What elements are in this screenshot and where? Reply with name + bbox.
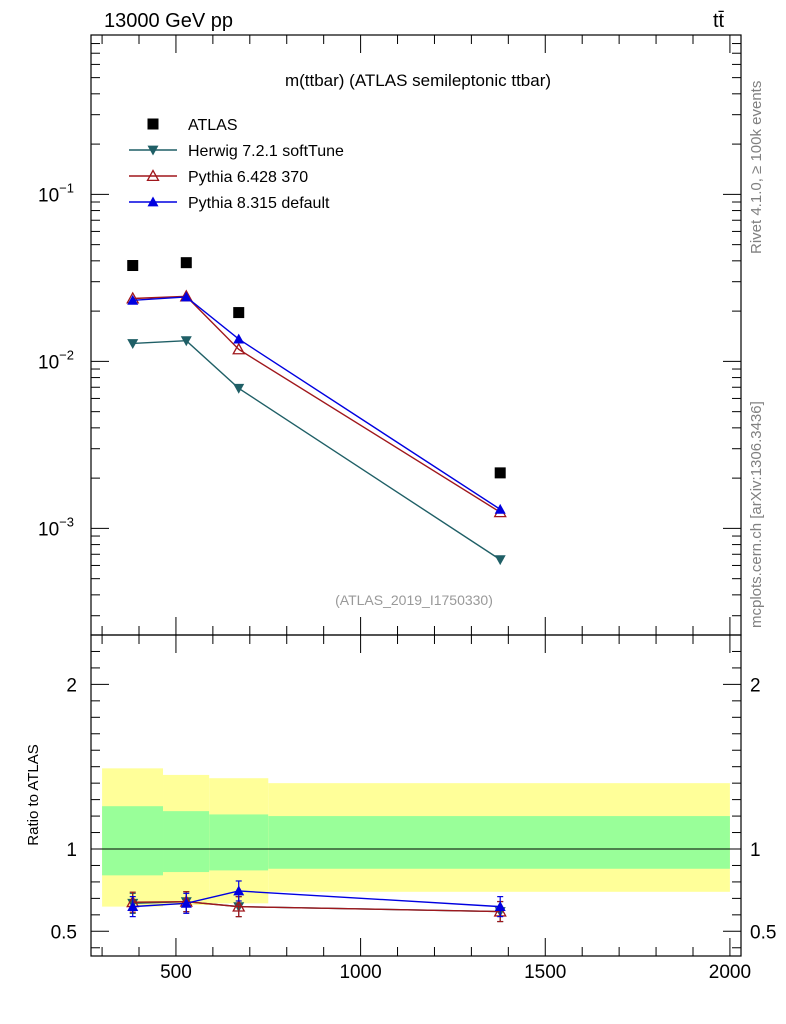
point-pythia8 [180, 291, 192, 302]
ratio-y-axis-label: Ratio to ATLAS [25, 744, 42, 845]
legend-marker-pythia6 [146, 169, 160, 182]
legend-label-atlas: ATLAS [188, 117, 238, 134]
legend-label-herwig: Herwig 7.2.1 softTune [188, 143, 344, 160]
legend-marker-pythia8 [147, 196, 159, 207]
point-atlas [494, 467, 506, 479]
ratio-panel: 0.5 0.5 1 1 2 2 500 1000 1500 2000 Ratio to ATLAS [25, 634, 776, 983]
point-herwig [127, 339, 139, 349]
point-atlas [233, 307, 245, 319]
x-tick-label: 1500 [524, 962, 566, 983]
point-herwig [494, 555, 506, 566]
ratio-line-pythia6 [132, 900, 501, 913]
process-label: tt̄ [713, 10, 725, 32]
y-tick-label-ratio: 2 [66, 675, 77, 696]
main-panel: m(ttbar) (ATLAS semileptonic ttbar) (ATL… [38, 34, 742, 636]
ratio-line-pythia8 [132, 890, 501, 908]
line-pythia8 [132, 296, 501, 510]
ratio-point-pythia8 [180, 897, 192, 908]
point-atlas [127, 260, 139, 272]
y-tick-label-ratio-right: 0.5 [750, 922, 776, 943]
line-pythia6 [132, 295, 501, 513]
uncertainty-band-inner [163, 811, 210, 873]
series-atlas [127, 257, 506, 479]
legend-label-pythia6: Pythia 6.428 370 [188, 169, 308, 186]
uncertainty-band-inner [268, 816, 730, 869]
y-tick-label-ratio-right: 1 [750, 840, 761, 861]
rivet-version-label: Rivet 4.1.0, ≥ 100k events [748, 81, 765, 254]
point-atlas [180, 257, 192, 269]
point-pythia8 [494, 503, 506, 514]
point-pythia8 [233, 333, 245, 344]
analysis-watermark: (ATLAS_2019_I1750330) [335, 592, 493, 608]
ratio-series-pythia8 [127, 880, 506, 918]
ratio-frame [90, 634, 742, 957]
y-tick-label-ratio: 0.5 [51, 922, 77, 943]
y-tick-label-main: 10−3 [38, 514, 74, 540]
series-pythia8 [127, 291, 506, 514]
uncertainty-band-inner [102, 806, 164, 876]
energy-label: 13000 GeV pp [104, 10, 233, 32]
ratio-point-pythia8 [494, 901, 506, 912]
legend-label-pythia8: Pythia 8.315 default [188, 195, 330, 212]
y-tick-label-main: 10−2 [38, 347, 74, 373]
ratio-point-pythia6 [232, 899, 246, 912]
legend-marker-atlas [147, 118, 159, 130]
point-herwig [180, 336, 192, 347]
series-herwig [127, 336, 506, 566]
legend-marker-herwig [147, 145, 159, 156]
mcplots-reference-label: mcplots.cern.ch [arXiv:1306.3436] [748, 401, 765, 628]
point-herwig [233, 383, 245, 394]
x-tick-label: 1000 [339, 962, 381, 983]
line-herwig [132, 339, 501, 561]
y-tick-label-ratio-right: 2 [750, 675, 761, 696]
ratio-point-pythia8 [127, 901, 139, 912]
uncertainty-band-inner [209, 814, 269, 871]
point-pythia6 [232, 342, 246, 355]
ratio-point-pythia8 [233, 885, 245, 896]
main-plot-title: m(ttbar) (ATLAS semileptonic ttbar) [285, 71, 551, 90]
x-tick-label: 2000 [709, 962, 751, 983]
series-pythia6 [126, 289, 507, 518]
y-tick-label-ratio: 1 [66, 840, 77, 861]
x-tick-label: 500 [160, 962, 192, 983]
y-tick-label-main: 10−1 [38, 180, 74, 206]
legend: ATLAS Herwig 7.2.1 softTune Pythia 6.428 3… [129, 117, 344, 212]
point-pythia8 [127, 294, 139, 305]
